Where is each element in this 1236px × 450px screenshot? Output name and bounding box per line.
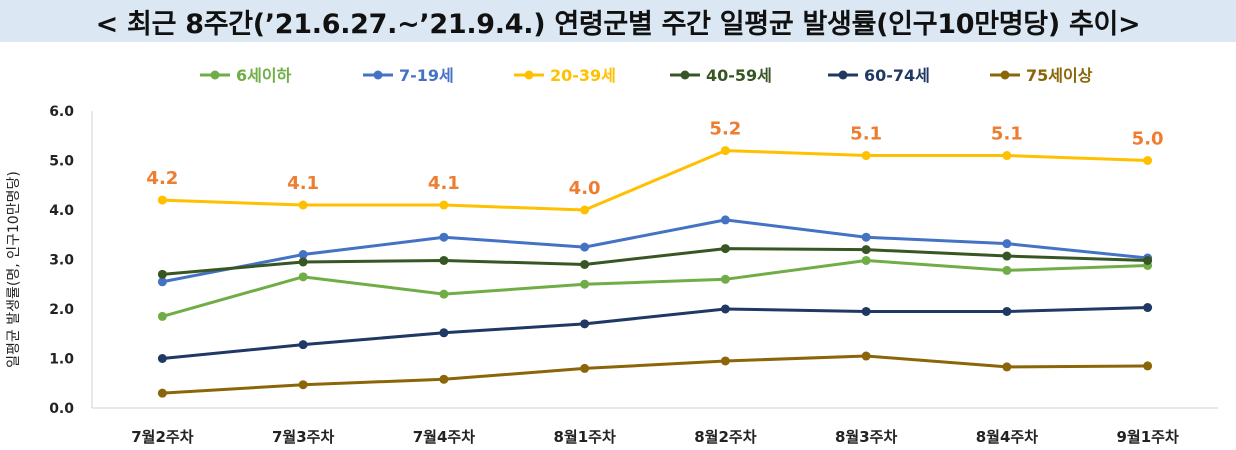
data-point	[720, 274, 730, 284]
data-point	[580, 363, 590, 373]
title-bar: < 최근 8주간(’21.6.27.~’21.9.4.) 연령군별 주간 일평균…	[0, 0, 1236, 42]
data-label: 4.0	[569, 178, 601, 199]
data-point	[580, 279, 590, 289]
y-tick-label: 3.0	[49, 253, 74, 269]
legend-label: 75세이상	[1026, 66, 1093, 85]
data-point	[157, 195, 167, 205]
data-point	[1002, 251, 1012, 261]
data-point	[298, 272, 308, 282]
legend-label: 40-59세	[706, 66, 772, 85]
chart-title: < 최근 8주간(’21.6.27.~’21.9.4.) 연령군별 주간 일평균…	[95, 8, 1141, 40]
legend-label: 6세이하	[236, 66, 292, 85]
data-point	[157, 354, 167, 363]
y-tick-label: 5.0	[49, 154, 74, 170]
data-point	[720, 304, 730, 314]
data-point	[298, 340, 308, 350]
data-point	[439, 255, 449, 265]
data-point	[861, 255, 871, 265]
data-point	[1143, 303, 1153, 313]
y-tick-label: 6.0	[49, 104, 74, 120]
data-point	[1143, 361, 1153, 371]
data-point	[439, 374, 449, 384]
data-point	[439, 289, 449, 299]
series-line	[160, 258, 1150, 318]
y-tick-label: 1.0	[49, 352, 74, 368]
series-line	[160, 306, 1150, 360]
legend-marker	[680, 70, 690, 80]
data-point	[580, 205, 590, 215]
data-point	[298, 380, 308, 390]
x-tick-label: 7월3주차	[272, 428, 334, 446]
legend-marker	[524, 70, 534, 80]
x-tick-label: 8월4주차	[976, 428, 1038, 446]
data-label: 4.1	[287, 173, 319, 194]
series-line	[160, 149, 1150, 212]
data-label: 5.1	[850, 124, 882, 145]
series-line	[160, 218, 1150, 284]
data-point	[439, 200, 449, 210]
x-tick-label: 8월2주차	[694, 428, 756, 446]
data-label: 5.1	[991, 124, 1023, 145]
data-point	[861, 306, 871, 316]
x-tick-label: 8월1주차	[553, 428, 615, 446]
data-label: 4.2	[146, 168, 178, 189]
data-label: 4.1	[428, 173, 460, 194]
data-point	[861, 245, 871, 255]
data-point	[157, 277, 167, 287]
legend-label: 60-74세	[864, 66, 930, 85]
data-point	[861, 151, 871, 161]
x-tick-label: 7월2주차	[131, 428, 193, 446]
data-point	[157, 388, 167, 398]
data-point	[1143, 156, 1153, 165]
data-point	[861, 351, 871, 361]
legend-marker	[838, 70, 848, 80]
data-point	[720, 244, 730, 254]
y-tick-label: 0.0	[49, 401, 74, 417]
data-point	[1143, 255, 1153, 265]
legend-marker	[210, 70, 220, 80]
data-point	[580, 259, 590, 269]
data-point	[298, 250, 308, 260]
data-point	[298, 200, 308, 210]
data-point	[439, 232, 449, 242]
series-line	[160, 354, 1150, 395]
data-point	[580, 319, 590, 329]
data-point	[439, 328, 449, 338]
legend-label: 20-39세	[550, 66, 616, 85]
data-point	[720, 356, 730, 366]
data-point	[157, 311, 167, 321]
data-point	[720, 215, 730, 225]
legend-label: 7-19세	[399, 66, 454, 85]
x-tick-label: 8월3주차	[835, 428, 897, 446]
data-point	[720, 146, 730, 156]
data-point	[157, 269, 167, 279]
legend-marker	[1000, 70, 1010, 80]
data-point	[1002, 151, 1012, 161]
y-axis-title: 일평균 발생률(명, 인구10만명당)	[6, 171, 22, 368]
data-point	[861, 232, 871, 242]
x-tick-label: 9월1주차	[1116, 428, 1178, 446]
data-point	[1002, 265, 1012, 275]
data-label: 5.2	[709, 119, 741, 140]
legend-marker	[373, 70, 383, 80]
series-line	[160, 247, 1150, 276]
y-tick-label: 2.0	[49, 302, 74, 318]
data-point	[580, 242, 590, 252]
data-point	[1002, 239, 1012, 249]
data-point	[1002, 306, 1012, 316]
data-label: 5.0	[1132, 129, 1164, 150]
data-point	[298, 257, 308, 267]
y-tick-label: 4.0	[49, 203, 74, 219]
data-point	[1002, 362, 1012, 372]
x-tick-label: 7월4주차	[413, 428, 475, 446]
